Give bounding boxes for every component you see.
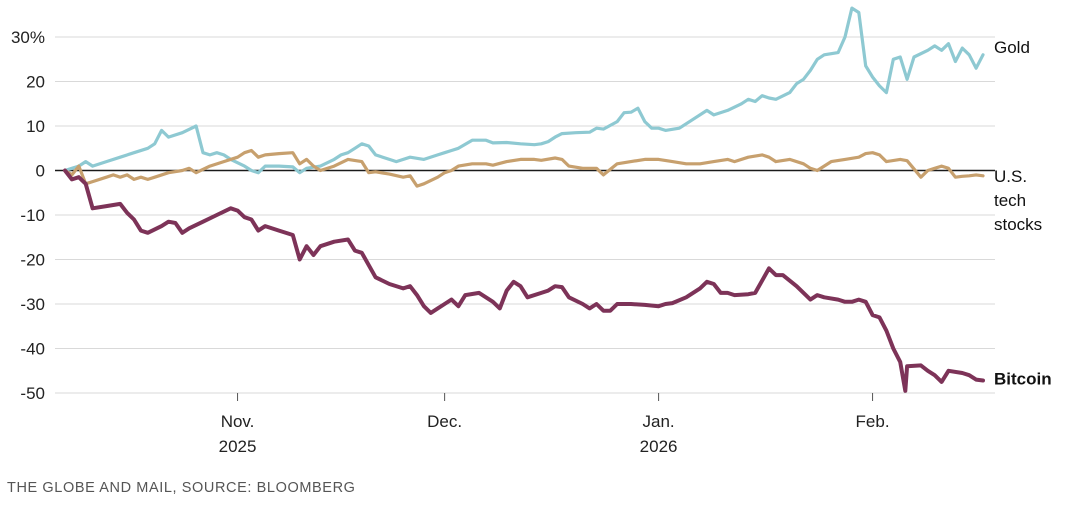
y-axis: 30% 20 10 0 -10 -20 -30 -40 -50 [11,28,45,403]
line-chart: Nov. 2025 Dec. Jan. 2026 Feb. 30% 20 10 0 -10 -20 -… [11,6,1052,456]
y-tick-label: -50 [20,384,45,403]
series-line-bitcoin [63,168,985,393]
series-label-gold: Gold [994,38,1030,57]
x-tick-label: Feb. [856,412,890,431]
series-line-gold [63,6,985,175]
y-tick-label: -10 [20,206,45,225]
y-tick-label: 30% [11,28,45,47]
source-credit: THE GLOBE AND MAIL, SOURCE: BLOOMBERG [7,480,356,496]
series-labels: Gold U.S. tech stocks Bitcoin [994,38,1052,389]
y-tick-label: 10 [26,117,45,136]
y-tick-label: 0 [36,162,45,181]
y-tick-label: 20 [26,73,45,92]
series-label-bitcoin: Bitcoin [994,370,1052,389]
series-line-u-s-tech-stocks [63,148,985,188]
y-tick-label: -40 [20,340,45,359]
x-axis: Nov. 2025 Dec. Jan. 2026 Feb. [219,393,890,456]
x-tick-year-label: 2025 [219,437,257,456]
y-tick-label: -30 [20,295,45,314]
y-tick-label: -20 [20,251,45,270]
x-tick-label: Nov. [221,412,255,431]
x-tick-year-label: 2026 [640,437,678,456]
x-tick-label: Jan. [643,412,675,431]
series-lines [63,6,985,393]
x-tick-label: Dec. [427,412,462,431]
series-label-u-s-tech-stocks: U.S. tech stocks [994,167,1042,234]
gridlines [55,36,995,394]
